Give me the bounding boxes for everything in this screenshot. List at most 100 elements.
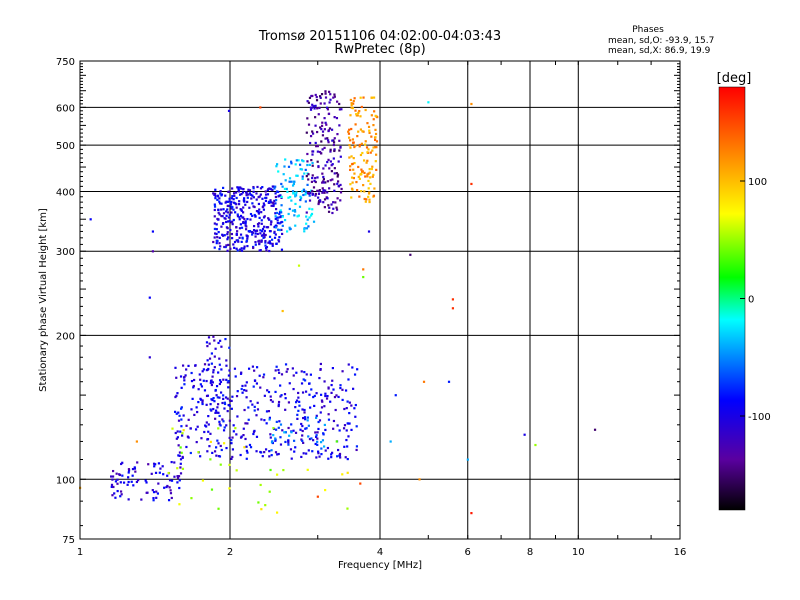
data-point [327, 112, 331, 115]
data-point [230, 407, 233, 410]
data-point [269, 199, 272, 202]
data-point [337, 180, 340, 183]
data-point [375, 168, 378, 172]
data-point [341, 473, 344, 476]
data-point [274, 202, 277, 205]
data-point [362, 96, 365, 99]
data-point [192, 384, 195, 388]
data-point [283, 187, 287, 190]
data-point [176, 475, 179, 478]
data-point [226, 238, 229, 241]
data-point [225, 214, 228, 217]
data-point [331, 367, 334, 370]
data-point [274, 226, 278, 229]
data-point [177, 444, 180, 447]
data-point [119, 490, 123, 493]
data-point [308, 199, 312, 202]
data-point [212, 335, 215, 338]
data-point [114, 480, 118, 483]
data-point [254, 240, 257, 244]
data-point [314, 431, 317, 434]
data-point [418, 478, 421, 481]
data-point [268, 187, 271, 190]
data-point [310, 180, 314, 183]
data-point [178, 454, 181, 458]
data-point [375, 146, 378, 149]
data-point [326, 137, 329, 140]
data-point [359, 482, 362, 485]
data-point [277, 403, 280, 406]
data-point [236, 239, 240, 242]
data-point [216, 195, 220, 198]
y-tick-label: 600 [56, 103, 75, 114]
data-point [325, 397, 329, 400]
data-point [289, 227, 292, 231]
data-point [239, 223, 242, 226]
data-point [237, 186, 240, 189]
data-point [219, 391, 223, 394]
data-point [259, 249, 262, 252]
data-point [353, 407, 356, 410]
data-point [305, 191, 308, 194]
data-point [200, 437, 203, 440]
data-point [451, 307, 455, 310]
data-point [209, 381, 212, 384]
data-point [288, 207, 291, 211]
data-point [349, 146, 352, 149]
data-point [327, 158, 330, 161]
data-point [235, 239, 238, 242]
data-point [159, 467, 162, 470]
data-point [238, 216, 241, 219]
data-point [261, 455, 264, 458]
data-point [294, 401, 298, 404]
data-point [203, 430, 206, 434]
data-point [241, 191, 245, 194]
data-point [173, 410, 177, 413]
data-point [358, 195, 361, 198]
data-point [130, 480, 133, 483]
legend-line-x: mean, sd,X: 86.9, 19.9 [608, 46, 711, 56]
data-point [320, 124, 324, 127]
data-point [296, 417, 299, 420]
data-point [294, 210, 297, 213]
data-point [215, 394, 218, 397]
data-point [174, 395, 177, 399]
data-point [283, 431, 286, 434]
data-point [335, 440, 338, 443]
data-point [219, 444, 222, 448]
data-point [367, 148, 370, 151]
data-point [225, 378, 228, 381]
data-point [372, 194, 376, 197]
data-point [310, 106, 314, 109]
data-point [228, 399, 232, 402]
data-point [310, 214, 313, 217]
data-point [451, 298, 455, 301]
data-point [295, 159, 298, 162]
data-point [174, 366, 177, 369]
data-point [316, 495, 319, 498]
data-point [255, 414, 258, 417]
data-point [176, 392, 179, 395]
data-point [307, 123, 311, 126]
data-point [341, 388, 344, 391]
data-point [311, 132, 315, 135]
data-point [311, 153, 314, 156]
data-point [227, 374, 231, 377]
data-point [248, 443, 252, 447]
data-point [194, 364, 197, 367]
data-point [253, 369, 256, 372]
data-point [236, 249, 239, 252]
data-point [330, 128, 334, 131]
data-point [224, 217, 227, 220]
data-point [133, 467, 137, 470]
data-point [246, 237, 249, 240]
data-point [249, 400, 252, 403]
data-point [294, 431, 298, 434]
data-point [229, 200, 233, 204]
data-point [275, 211, 279, 215]
x-tick-label: 8 [527, 547, 533, 558]
data-point [262, 232, 266, 235]
data-point [231, 195, 234, 198]
data-point [253, 379, 257, 382]
data-point [321, 187, 324, 190]
